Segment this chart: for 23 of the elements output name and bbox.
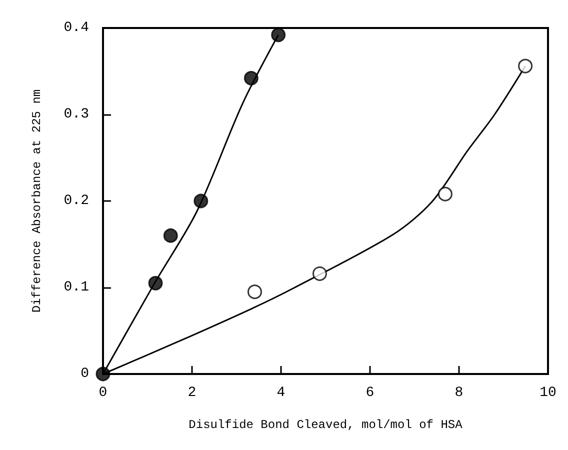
y-axis-title: Difference Absorbance at 225 nm [30, 89, 44, 313]
y-tick-label: 0.1 [64, 280, 89, 296]
x-tick-label: 2 [188, 385, 196, 401]
point [271, 28, 286, 42]
y-tick-label: 0.3 [64, 106, 89, 122]
y-tick-label: 0.4 [64, 20, 89, 36]
point [518, 58, 533, 74]
point [96, 366, 110, 382]
point [438, 186, 452, 202]
point [244, 70, 258, 86]
point [248, 284, 262, 300]
x-tick-label: 0 [98, 385, 108, 401]
point [312, 266, 327, 281]
x-tick-label: 6 [366, 385, 374, 401]
x-tick-label: 8 [454, 385, 464, 401]
x-tick-label: 4 [276, 385, 286, 401]
x-tick-label: 10 [540, 385, 556, 401]
y-tick-label: 0 [80, 366, 89, 382]
y-tick-label: 0.2 [64, 193, 89, 209]
x-axis-title: Disulfide Bond Cleaved, mol/mol of HSA [188, 418, 464, 432]
point [163, 228, 178, 243]
point [148, 276, 163, 290]
point [194, 194, 208, 208]
